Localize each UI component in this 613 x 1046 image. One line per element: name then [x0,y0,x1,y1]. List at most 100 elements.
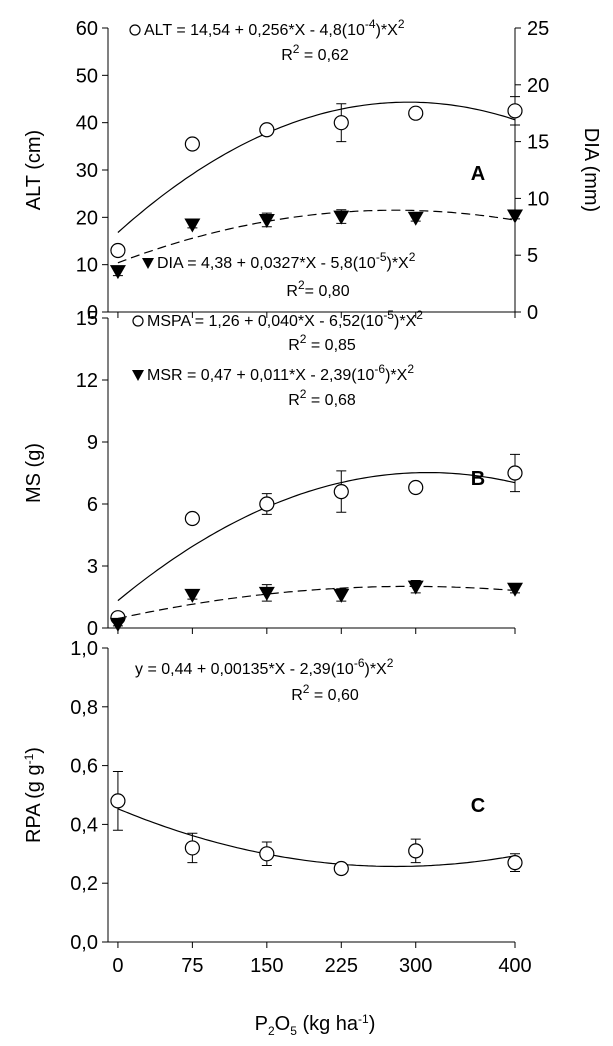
point [184,588,201,603]
y-tick-label: 1,0 [70,638,98,660]
point [407,580,424,595]
y-tick-label: 60 [76,18,98,40]
point [258,213,275,228]
legend-r2-part: R [291,687,303,704]
x-axis-title-part: P [255,1013,268,1035]
legend-equation-part: -6 [354,656,365,670]
y-tick-label: 12 [76,370,98,392]
legend-r2-part: R [288,392,300,409]
legend-equation: y = 0,44 + 0,00135*X - 2,39(10-6)*X2 [135,656,394,678]
point [408,843,424,859]
y-axis-title-part: ) [23,747,45,754]
legend-equation-part: MSPA = 1,26 + 0,040*X - 6,52(10 [147,313,383,330]
panel-label: B [471,468,485,490]
legend-equation-part: ALT = 14,54 + 0,256*X - 4,8(10 [144,22,365,39]
point [184,840,200,856]
y-tick-label: 30 [76,160,98,182]
point [507,209,523,224]
trend-line [117,101,516,233]
legend-equation-part: -5 [383,308,394,322]
legend-r2-part: R [281,47,293,64]
point [109,617,126,632]
x-axis-title-part: 5 [290,1024,297,1038]
point [333,860,349,877]
y-tick-label: 3 [87,556,98,578]
y2-axis-title: DIA (mm) [580,128,602,212]
y-tick-label: 50 [76,65,98,87]
legend-equation-part: -6 [374,362,385,376]
x-tick-label: 300 [399,955,432,977]
y-axis-title: RPA (g g-1) [22,747,45,843]
x-axis-title-part: 2 [268,1024,275,1038]
legend-r2-part: 2 [300,387,307,401]
x-axis-title-part: -1 [358,1012,369,1026]
legend-r2-part: 2 [293,42,300,56]
legend-r2: R2 = 0,62 [281,42,349,64]
legend-r2-part: = 0,80 [305,283,350,300]
y-tick-label: 15 [76,308,98,330]
point [408,105,424,121]
legend-r2-part: = 0,62 [299,47,348,64]
point [407,211,424,226]
legend-equation-part: )*X [394,313,417,330]
legend-equation-part: 2 [398,17,405,31]
legend-equation-part: )*X [385,367,408,384]
legend-equation: DIA = 4,38 + 0,0327*X - 5,8(10-5)*X2 [157,250,416,272]
panel-label: C [471,795,485,817]
legend-r2: R2 = 0,68 [288,387,356,409]
y2-tick-label: 25 [527,18,549,40]
x-tick-label: 400 [498,955,531,977]
legend-r2-part: = 0,68 [306,392,355,409]
x-tick-label: 225 [325,955,358,977]
point [259,122,275,138]
legend-marker [132,370,144,381]
x-tick-label: 0 [112,955,123,977]
legend-marker [142,258,154,269]
legend-equation-part: )*X [365,661,388,678]
legend-equation-part: 2 [416,308,423,322]
x-tick-label: 75 [181,955,203,977]
y-tick-label: 0,8 [70,697,98,719]
point [333,115,349,131]
x-axis-title-part: (kg ha [297,1013,359,1035]
y-tick-label: 6 [87,494,98,516]
point [184,510,200,527]
legend-equation-part: -4 [365,17,376,31]
point [259,496,275,512]
point [259,846,275,862]
point [507,855,523,871]
legend-r2-part: 2 [298,278,305,292]
point [110,242,126,259]
y-tick-label: 0 [87,302,98,324]
point [333,588,350,603]
legend-marker [132,315,144,327]
y-tick-label: 0 [87,618,98,640]
point [408,479,424,496]
point [110,793,126,809]
legend-equation-part: 2 [387,656,394,670]
legend-r2: R2 = 0,60 [291,682,359,704]
legend-r2-part: R [286,283,298,300]
point [507,103,523,119]
legend-marker [129,24,141,36]
y-tick-label: 0,6 [70,756,98,778]
trend-line [117,808,516,868]
point [507,465,523,481]
legend-equation: MSPA = 1,26 + 0,040*X - 6,52(10-5)*X2 [147,308,423,330]
legend-r2: R2= 0,80 [286,278,349,300]
point [184,218,201,233]
y2-tick-label: 5 [527,245,538,267]
trend-line [117,585,516,620]
trend-line [117,472,516,602]
y-axis-title-part: RPA (g g [23,764,45,843]
point [507,582,523,597]
point [333,484,349,500]
legend-r2-part: R [288,337,300,354]
legend-equation-part: y = 0,44 + 0,00135*X - 2,39(10 [135,661,354,678]
point [109,265,126,280]
legend-r2-part: 2 [303,682,310,696]
legend-equation-part: DIA = 4,38 + 0,0327*X - 5,8(10 [157,255,376,272]
y-tick-label: 0,4 [70,814,98,836]
legend-equation: MSR = 0,47 + 0,011*X - 2,39(10-6)*X2 [147,362,414,384]
